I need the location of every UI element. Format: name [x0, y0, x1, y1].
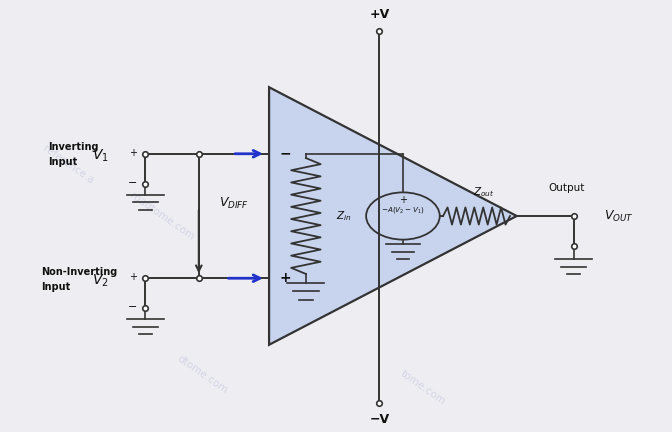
Text: Non-Inverting: Non-Inverting — [42, 267, 118, 277]
Text: $V_{OUT}$: $V_{OUT}$ — [603, 209, 634, 223]
Text: +: + — [399, 194, 407, 204]
Text: −: − — [128, 178, 137, 188]
Text: −V: −V — [370, 413, 390, 426]
Text: dtome.com: dtome.com — [175, 354, 229, 396]
Text: +: + — [129, 273, 137, 283]
Text: +: + — [129, 148, 137, 158]
Polygon shape — [269, 87, 517, 345]
Text: reference.a: reference.a — [322, 122, 377, 164]
Text: Output: Output — [549, 183, 585, 193]
Text: −: − — [128, 302, 137, 312]
Text: Input: Input — [42, 282, 71, 292]
Text: $V_1$: $V_1$ — [91, 148, 108, 164]
Text: $V_2$: $V_2$ — [92, 272, 108, 289]
Text: roadtome.com: roadtome.com — [423, 168, 491, 220]
Text: −: − — [280, 147, 292, 161]
Text: $Z_{in}$: $Z_{in}$ — [336, 209, 351, 223]
Text: +: + — [280, 271, 292, 285]
Text: $-A(V_2 - V_1)$: $-A(V_2 - V_1)$ — [381, 205, 425, 215]
Text: Inverting: Inverting — [48, 142, 99, 152]
Text: +V: +V — [370, 8, 390, 21]
Text: Input: Input — [48, 157, 77, 167]
Text: roadtome.com: roadtome.com — [128, 190, 196, 242]
Text: $Z_{out}$: $Z_{out}$ — [472, 185, 494, 199]
Text: tome.com: tome.com — [398, 368, 448, 407]
Text: $V_{DIFF}$: $V_{DIFF}$ — [219, 196, 249, 211]
Text: reference.a: reference.a — [41, 143, 95, 186]
